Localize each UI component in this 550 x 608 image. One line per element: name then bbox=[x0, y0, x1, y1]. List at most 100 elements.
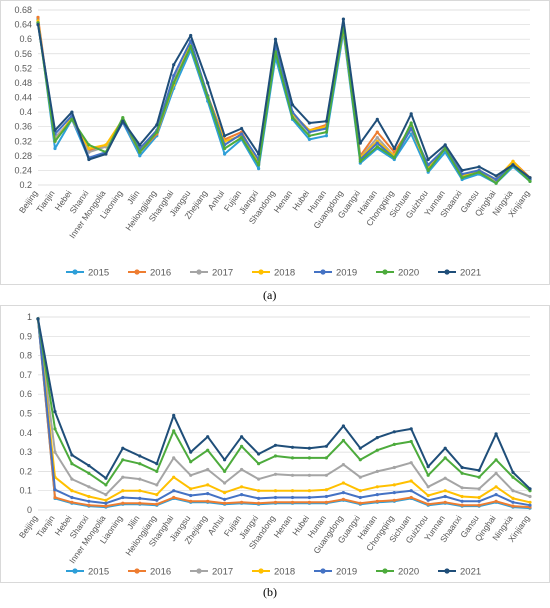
data-point-2017 bbox=[494, 471, 498, 475]
data-point-2020 bbox=[53, 139, 57, 143]
data-point-2018 bbox=[511, 496, 515, 500]
data-point-2018 bbox=[87, 494, 91, 499]
data-point-2019 bbox=[392, 491, 396, 495]
data-point-2019 bbox=[155, 498, 159, 502]
data-point-2019 bbox=[172, 489, 176, 493]
data-point-2018 bbox=[324, 488, 328, 492]
data-point-2016 bbox=[290, 500, 295, 504]
data-point-2017 bbox=[358, 475, 362, 479]
data-point-2021 bbox=[528, 487, 532, 491]
data-point-2021 bbox=[324, 444, 328, 448]
data-point-2019 bbox=[189, 493, 193, 498]
y-tick-label: 0.2 bbox=[19, 466, 32, 476]
data-point-2019 bbox=[273, 495, 278, 500]
data-point-2018 bbox=[392, 483, 396, 487]
data-point-2019 bbox=[138, 496, 142, 500]
data-point-2020 bbox=[358, 159, 362, 163]
data-point-2018 bbox=[121, 489, 125, 493]
data-point-2021 bbox=[460, 465, 464, 470]
data-point-2015 bbox=[409, 132, 413, 136]
data-point-2019 bbox=[87, 499, 91, 503]
data-point-2021 bbox=[324, 119, 328, 123]
y-tick-label: 0.68 bbox=[14, 5, 32, 15]
y-tick-label: 0.28 bbox=[14, 151, 32, 161]
data-point-2016 bbox=[104, 504, 108, 508]
data-point-2018 bbox=[477, 495, 481, 500]
data-point-2020 bbox=[87, 471, 91, 475]
data-point-2021 bbox=[155, 123, 159, 127]
data-point-2015 bbox=[223, 152, 227, 156]
data-point-2018 bbox=[528, 500, 532, 504]
y-tick-label: 0.24 bbox=[14, 165, 32, 175]
data-point-2018 bbox=[70, 489, 74, 493]
data-point-2018 bbox=[290, 489, 295, 493]
data-point-2021 bbox=[189, 450, 193, 454]
y-tick-label: 0.1 bbox=[19, 486, 32, 496]
data-point-2020 bbox=[375, 448, 379, 452]
data-point-2017 bbox=[189, 473, 193, 477]
data-point-2021 bbox=[307, 446, 311, 450]
data-point-2021 bbox=[104, 152, 108, 156]
data-point-2021 bbox=[307, 121, 311, 125]
legend-marker-2019 bbox=[320, 269, 326, 275]
data-point-2016 bbox=[87, 503, 91, 507]
data-point-2020 bbox=[375, 145, 379, 149]
data-point-2017 bbox=[223, 481, 227, 485]
data-point-2019 bbox=[511, 500, 515, 504]
data-point-2017 bbox=[443, 476, 447, 480]
data-point-2021 bbox=[70, 453, 74, 457]
data-point-2021 bbox=[223, 458, 227, 462]
series-line-2020 bbox=[37, 318, 531, 492]
legend-marker-2015 bbox=[72, 568, 78, 574]
y-tick-label: 0.44 bbox=[14, 93, 32, 103]
y-tick-label: 0.4 bbox=[19, 107, 32, 117]
data-point-2021 bbox=[257, 152, 261, 156]
data-point-2019 bbox=[172, 74, 176, 78]
data-point-2017 bbox=[155, 483, 159, 487]
data-point-2020 bbox=[307, 456, 311, 460]
legend-marker-2020 bbox=[382, 269, 388, 275]
data-point-2017 bbox=[121, 475, 125, 479]
data-point-2021 bbox=[511, 470, 515, 474]
data-point-2020 bbox=[392, 442, 396, 446]
data-point-2021 bbox=[409, 427, 413, 431]
data-point-2019 bbox=[223, 497, 227, 501]
data-point-2020 bbox=[477, 475, 481, 479]
data-point-2020 bbox=[511, 475, 515, 479]
data-point-2019 bbox=[324, 494, 328, 499]
data-point-2021 bbox=[409, 112, 413, 116]
data-point-2019 bbox=[409, 489, 413, 493]
data-point-2017 bbox=[138, 477, 142, 481]
line-chart-a: 0.2 0.24 0.28 0.32 0.36 0.4 0.44 0.48 0.52 0.56 0.… bbox=[0, 0, 550, 285]
data-point-2020 bbox=[273, 454, 278, 458]
legend-marker-2016 bbox=[134, 269, 140, 275]
data-point-2016 bbox=[307, 500, 311, 504]
data-point-2016 bbox=[172, 495, 176, 500]
data-point-2021 bbox=[494, 174, 498, 178]
data-point-2020 bbox=[189, 44, 193, 49]
data-point-2018 bbox=[155, 493, 159, 497]
data-point-2021 bbox=[172, 63, 176, 67]
data-point-2021 bbox=[36, 317, 40, 321]
data-point-2020 bbox=[172, 81, 176, 85]
legend-label-2016: 2016 bbox=[150, 567, 171, 578]
y-tick-label: 0.6 bbox=[19, 34, 32, 44]
data-point-2017 bbox=[307, 473, 311, 477]
data-point-2015 bbox=[138, 154, 142, 158]
data-point-2021 bbox=[426, 157, 430, 162]
y-tick-label: 0.3 bbox=[19, 447, 32, 457]
data-point-2020 bbox=[223, 469, 227, 473]
data-point-2021 bbox=[172, 413, 176, 417]
data-point-2019 bbox=[206, 492, 210, 496]
data-point-2019 bbox=[307, 130, 311, 134]
y-tick-label: 0.4 bbox=[19, 428, 32, 438]
data-point-2015 bbox=[324, 134, 328, 138]
data-point-2020 bbox=[138, 462, 142, 466]
data-point-2021 bbox=[240, 126, 244, 131]
data-point-2018 bbox=[257, 489, 261, 493]
data-point-2019 bbox=[341, 491, 345, 495]
y-tick-label: 1 bbox=[27, 312, 32, 322]
y-tick-label: 0.52 bbox=[14, 63, 32, 73]
data-point-2020 bbox=[426, 473, 430, 477]
data-point-2021 bbox=[358, 141, 362, 145]
